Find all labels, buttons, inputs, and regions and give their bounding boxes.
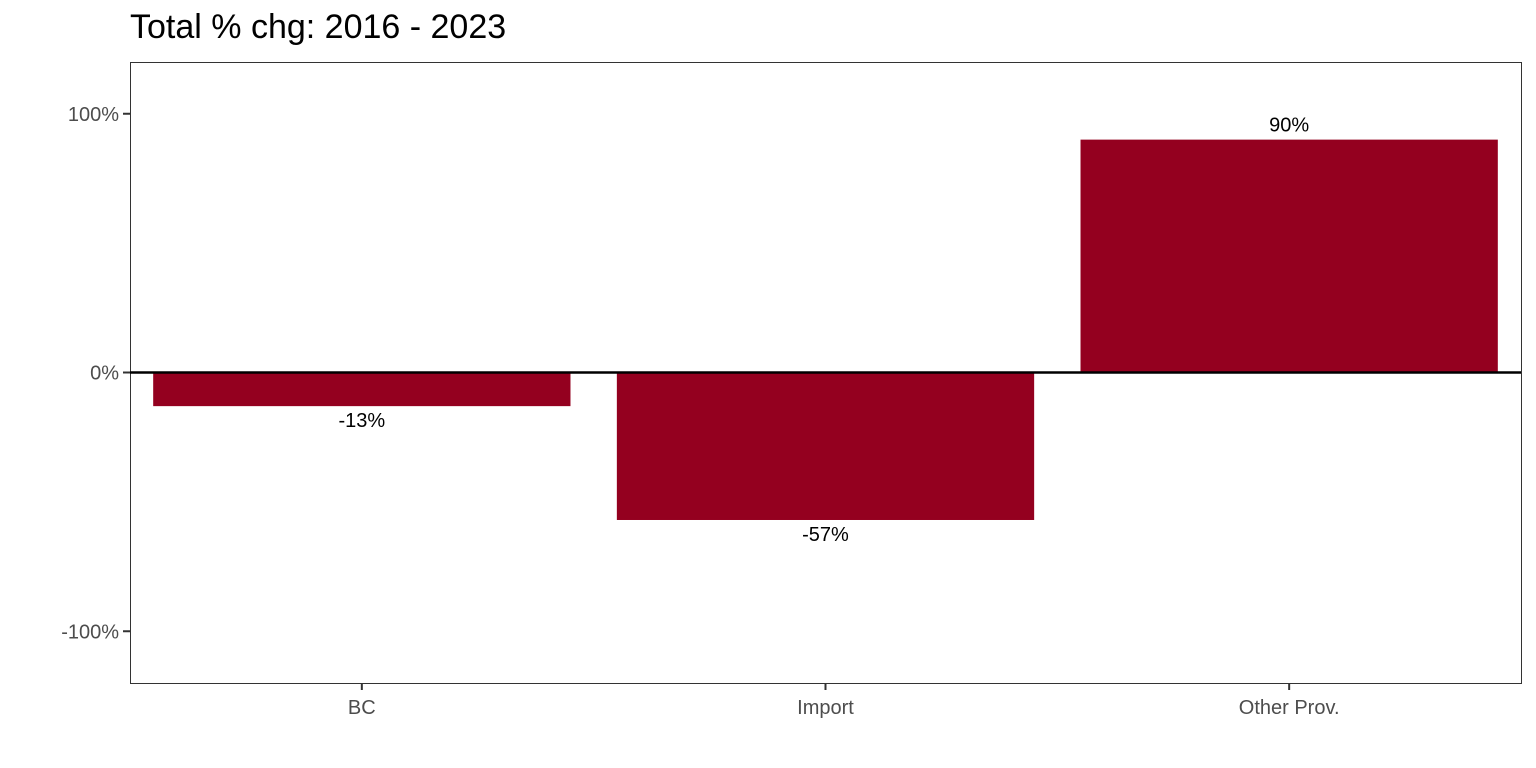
- y-tick-label: -100%: [61, 621, 119, 643]
- x-tick-label: Import: [797, 697, 854, 719]
- data-label: -13%: [338, 410, 385, 432]
- bar-import: [616, 372, 1035, 520]
- y-tick-label: 100%: [68, 104, 119, 126]
- data-label: -57%: [802, 524, 849, 546]
- data-label: 90%: [1269, 115, 1309, 137]
- x-tick-label: Other Prov.: [1239, 697, 1340, 719]
- chart-title: Total % chg: 2016 - 2023: [130, 8, 507, 46]
- bar-bc: [153, 372, 571, 407]
- bar-other-prov: [1080, 139, 1498, 373]
- y-tick-label: 0%: [90, 363, 119, 385]
- x-tick-label: BC: [348, 697, 376, 719]
